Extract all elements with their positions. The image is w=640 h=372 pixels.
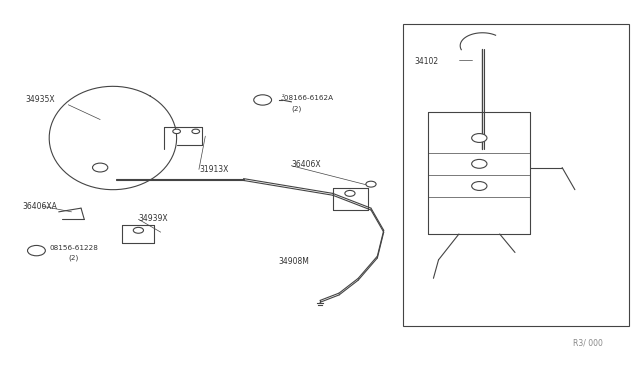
Text: (2): (2) [291, 105, 301, 112]
Text: 31913X: 31913X [199, 165, 228, 174]
Circle shape [472, 160, 487, 168]
Text: 34102: 34102 [414, 57, 438, 66]
FancyBboxPatch shape [403, 23, 629, 326]
Circle shape [192, 129, 200, 134]
Text: 36406X: 36406X [291, 160, 321, 169]
Text: R3/ 000: R3/ 000 [573, 339, 603, 347]
Text: 34935X: 34935X [26, 95, 55, 104]
Text: 34908M: 34908M [278, 257, 310, 266]
Circle shape [253, 95, 271, 105]
Circle shape [28, 246, 45, 256]
Text: 34939X: 34939X [138, 214, 168, 223]
Circle shape [173, 129, 180, 134]
Circle shape [472, 182, 487, 190]
Circle shape [93, 163, 108, 172]
Text: (2): (2) [68, 254, 79, 261]
Text: B: B [260, 97, 265, 103]
Text: 36406XA: 36406XA [22, 202, 58, 211]
Text: B: B [34, 248, 39, 254]
Circle shape [133, 227, 143, 233]
Circle shape [345, 190, 355, 196]
Text: ²08166-6162A: ²08166-6162A [282, 95, 334, 101]
Circle shape [472, 134, 487, 142]
Text: 08156-61228: 08156-61228 [49, 245, 98, 251]
Circle shape [366, 181, 376, 187]
